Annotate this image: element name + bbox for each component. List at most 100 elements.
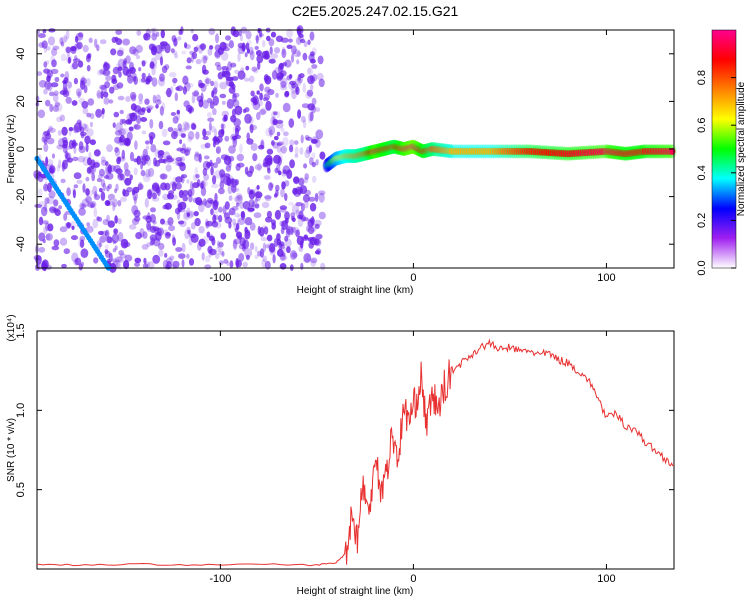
noise-speckle bbox=[66, 222, 71, 229]
noise-speckle bbox=[74, 257, 82, 266]
noise-speckle bbox=[96, 216, 100, 221]
noise-speckle bbox=[146, 108, 151, 113]
noise-speckle bbox=[277, 170, 282, 176]
noise-speckle bbox=[166, 157, 175, 163]
noise-speckle bbox=[227, 210, 236, 215]
noise-speckle bbox=[45, 99, 51, 107]
noise-speckle bbox=[118, 250, 125, 256]
noise-speckle bbox=[190, 28, 194, 34]
noise-speckle bbox=[187, 130, 195, 140]
noise-speckle bbox=[136, 114, 141, 125]
noise-speckle bbox=[168, 225, 176, 232]
noise-speckle bbox=[113, 111, 120, 118]
noise-speckle bbox=[167, 217, 174, 226]
noise-speckle bbox=[133, 124, 141, 130]
noise-speckle bbox=[252, 153, 258, 162]
noise-speckle bbox=[193, 89, 199, 98]
y-tick-label: 1.0 bbox=[15, 403, 27, 418]
noise-speckle bbox=[183, 100, 190, 108]
noise-speckle bbox=[199, 43, 207, 50]
noise-speckle bbox=[191, 123, 197, 130]
noise-speckle bbox=[235, 222, 240, 231]
colorbar-ticks: 0.0 0.2 0.4 0.6 0.8 bbox=[696, 70, 736, 276]
noise-speckle bbox=[271, 70, 278, 80]
noise-speckle bbox=[102, 219, 110, 226]
noise-speckle bbox=[178, 253, 186, 259]
noise-speckle bbox=[259, 83, 264, 92]
noise-speckle bbox=[282, 102, 291, 113]
noise-speckle bbox=[264, 260, 271, 270]
noise-speckle bbox=[291, 217, 296, 223]
noise-speckle bbox=[237, 52, 241, 62]
noise-speckle bbox=[291, 89, 297, 100]
noise-speckle bbox=[310, 58, 316, 64]
noise-speckle bbox=[210, 166, 214, 176]
noise-speckle bbox=[182, 86, 187, 95]
noise-speckle bbox=[171, 131, 178, 140]
noise-speckle bbox=[41, 40, 48, 49]
noise-speckle bbox=[169, 72, 177, 78]
noise-speckle bbox=[291, 252, 298, 258]
colorbar-tick-label: 0.4 bbox=[696, 165, 708, 180]
noise-speckle bbox=[181, 50, 187, 55]
noise-speckle bbox=[76, 41, 83, 50]
noise-speckle bbox=[250, 90, 255, 97]
noise-speckle bbox=[182, 195, 188, 202]
noise-speckle bbox=[97, 69, 103, 76]
noise-speckle bbox=[62, 136, 68, 144]
noise-speckle bbox=[141, 77, 146, 83]
noise-speckle bbox=[238, 29, 242, 37]
noise-speckle bbox=[135, 55, 141, 60]
noise-speckle bbox=[56, 116, 62, 123]
noise-speckle bbox=[168, 190, 175, 195]
noise-speckle bbox=[128, 113, 136, 118]
noise-speckle bbox=[285, 225, 291, 235]
noise-speckle bbox=[47, 182, 52, 193]
noise-speckle bbox=[209, 159, 213, 167]
noise-speckle bbox=[281, 246, 287, 254]
noise-speckle bbox=[183, 210, 189, 219]
noise-speckle bbox=[144, 140, 150, 145]
noise-speckle bbox=[227, 185, 233, 195]
noise-speckle bbox=[146, 242, 151, 247]
noise-speckle bbox=[43, 61, 48, 68]
noise-speckle bbox=[249, 50, 255, 61]
noise-speckle bbox=[295, 202, 303, 207]
noise-speckle bbox=[319, 151, 326, 160]
noise-speckle bbox=[219, 169, 226, 178]
noise-speckle bbox=[318, 211, 326, 220]
spectrogram-y-axis: -40 -20 0 20 40 bbox=[15, 48, 674, 252]
noise-speckle bbox=[53, 239, 60, 247]
noise-speckle bbox=[117, 95, 125, 101]
noise-speckle bbox=[93, 207, 98, 218]
noise-speckle bbox=[46, 46, 51, 51]
noise-speckle bbox=[228, 195, 233, 201]
noise-speckle bbox=[217, 72, 224, 80]
x-tick-label: 0 bbox=[410, 573, 416, 585]
noise-speckle bbox=[116, 82, 124, 89]
noise-speckle bbox=[174, 53, 179, 59]
noise-speckle bbox=[175, 182, 182, 190]
noise-speckle bbox=[49, 165, 56, 174]
noise-speckle bbox=[260, 107, 268, 114]
x-tick-label: 100 bbox=[597, 573, 615, 585]
noise-speckle bbox=[104, 229, 110, 239]
noise-speckle bbox=[186, 179, 190, 184]
noise-speckle bbox=[188, 258, 195, 266]
noise-speckle bbox=[80, 248, 89, 258]
noise-speckle bbox=[266, 210, 272, 219]
noise-speckle bbox=[44, 181, 48, 187]
noise-speckle bbox=[275, 92, 279, 98]
colorbar-gradient bbox=[711, 29, 737, 269]
noise-speckle bbox=[225, 76, 234, 81]
noise-speckle bbox=[117, 232, 124, 242]
noise-speckle bbox=[237, 45, 246, 55]
y-tick-label: 0.5 bbox=[15, 482, 27, 497]
noise-speckle bbox=[219, 250, 224, 256]
noise-speckle bbox=[93, 194, 101, 201]
noise-speckle bbox=[138, 93, 144, 102]
noise-speckle bbox=[216, 148, 220, 154]
noise-speckle bbox=[200, 180, 208, 188]
noise-speckle bbox=[169, 255, 175, 260]
noise-speckle bbox=[239, 202, 245, 209]
